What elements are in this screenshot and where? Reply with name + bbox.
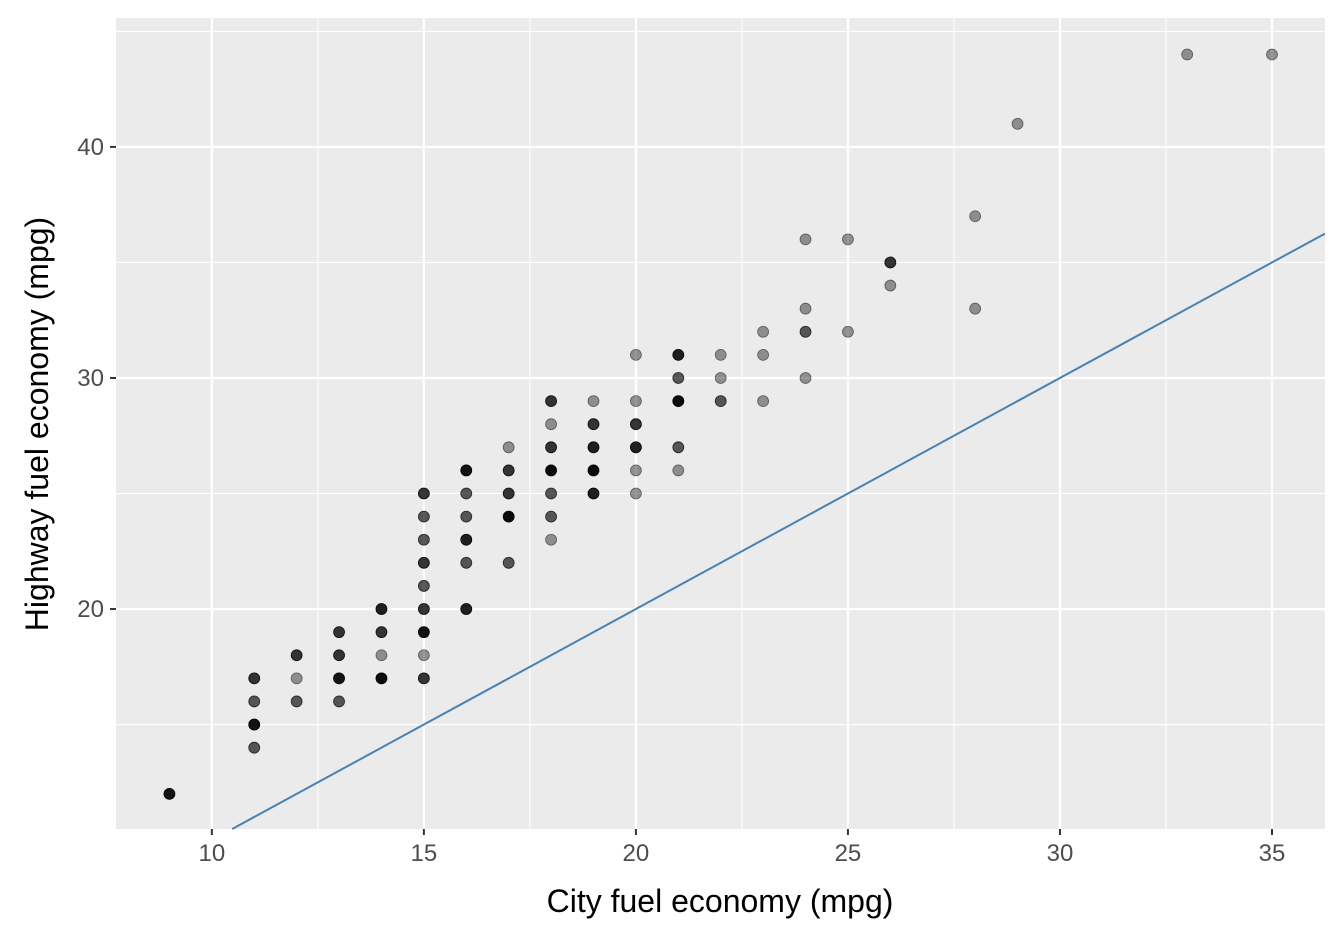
data-point	[460, 533, 473, 546]
data-point	[333, 626, 345, 639]
x-tick-label: 20	[623, 840, 650, 867]
data-point	[545, 418, 557, 431]
data-point	[757, 325, 770, 338]
data-point	[799, 372, 812, 384]
data-point	[545, 487, 557, 500]
data-point	[545, 395, 557, 407]
data-point	[629, 487, 642, 500]
reference-line-group	[231, 232, 1326, 830]
data-point	[417, 672, 430, 685]
data-point	[375, 603, 388, 615]
data-point	[502, 464, 515, 477]
data-point	[290, 672, 303, 685]
data-point	[460, 556, 473, 569]
data-point	[587, 464, 600, 477]
data-point	[799, 233, 812, 246]
data-point	[333, 649, 345, 662]
data-point	[672, 464, 685, 477]
data-point	[672, 441, 685, 454]
data-point	[290, 695, 303, 708]
reference-line	[231, 232, 1326, 830]
y-tick-label: 40	[77, 134, 104, 161]
x-tick-label: 35	[1259, 840, 1286, 867]
data-point	[1266, 48, 1278, 61]
data-point	[714, 395, 727, 407]
axes: 10 15 20 25 30 35 20 30 40	[77, 134, 1285, 867]
data-point	[545, 510, 557, 523]
y-tick-label: 30	[77, 365, 104, 392]
data-point	[417, 649, 430, 662]
y-axis-label: Highway fuel economy (mpg)	[19, 217, 55, 631]
data-point	[587, 487, 600, 500]
data-point	[969, 302, 982, 315]
data-point	[587, 418, 600, 431]
data-point	[417, 533, 430, 546]
data-point	[375, 649, 388, 662]
data-point	[1011, 117, 1024, 130]
data-point	[672, 395, 685, 407]
data-point	[460, 464, 473, 477]
data-point	[248, 695, 261, 708]
data-point	[502, 487, 515, 500]
data-point	[502, 556, 515, 569]
data-point	[545, 441, 557, 454]
data-point	[884, 279, 897, 292]
data-point	[417, 580, 430, 592]
data-point	[842, 325, 854, 338]
data-point	[417, 626, 430, 639]
x-tick-label: 25	[835, 840, 862, 867]
data-point	[757, 348, 770, 361]
data-point	[799, 302, 812, 315]
points	[163, 48, 1278, 800]
data-point	[757, 395, 770, 407]
data-point	[672, 348, 685, 361]
data-point	[799, 325, 812, 338]
data-point	[629, 441, 642, 454]
data-point	[417, 556, 430, 569]
data-point	[417, 603, 430, 615]
data-point	[629, 395, 642, 407]
data-point	[248, 741, 261, 754]
data-point	[333, 695, 345, 708]
data-point	[969, 210, 982, 223]
data-point	[629, 348, 642, 361]
data-point	[1181, 48, 1194, 61]
data-point	[884, 256, 897, 269]
data-point	[333, 672, 345, 685]
data-point	[545, 533, 557, 546]
data-point	[290, 649, 303, 662]
data-point	[714, 348, 727, 361]
data-point	[502, 510, 515, 523]
data-point	[629, 418, 642, 431]
x-tick-label: 10	[198, 840, 225, 867]
data-point	[375, 626, 388, 639]
data-point	[460, 487, 473, 500]
y-tick-label: 20	[77, 596, 104, 623]
data-point	[587, 441, 600, 454]
data-point	[672, 372, 685, 384]
data-point	[629, 464, 642, 477]
data-point	[417, 510, 430, 523]
data-point	[842, 233, 854, 246]
data-point	[248, 672, 261, 685]
x-tick-label: 15	[411, 840, 438, 867]
grid	[116, 18, 1325, 829]
data-point	[163, 787, 176, 800]
data-point	[545, 464, 557, 477]
x-tick-label: 30	[1047, 840, 1074, 867]
data-point	[460, 510, 473, 523]
data-point	[417, 487, 430, 500]
x-axis-label: City fuel economy (mpg)	[547, 883, 894, 919]
data-point	[502, 441, 515, 454]
data-point	[248, 718, 261, 731]
data-point	[587, 395, 600, 407]
data-point	[460, 603, 473, 615]
panel-background	[116, 18, 1325, 829]
data-point	[714, 372, 727, 384]
data-point	[375, 672, 388, 685]
